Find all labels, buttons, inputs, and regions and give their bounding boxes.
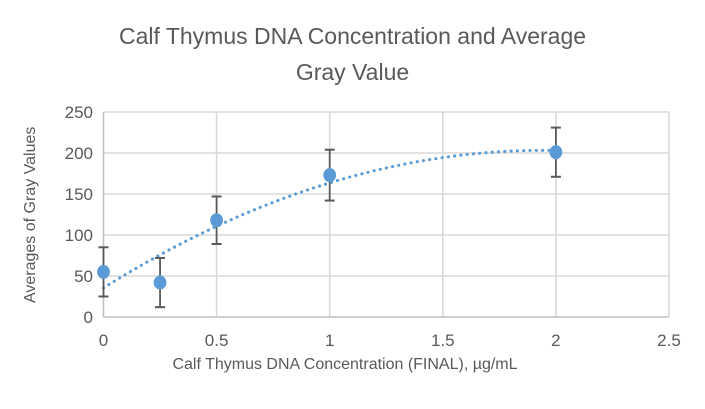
data-point — [323, 168, 337, 183]
data-point — [97, 264, 110, 279]
y-tick-label: 150 — [65, 185, 93, 204]
data-point — [153, 275, 167, 290]
x-tick-label: 0 — [99, 331, 108, 350]
x-tick-label: 1 — [325, 331, 334, 350]
y-tick-label: 0 — [84, 308, 93, 327]
x-tick-label: 2 — [551, 331, 560, 350]
y-tick-label: 200 — [65, 144, 93, 163]
y-tick-label: 250 — [65, 103, 93, 122]
x-tick-label: 1.5 — [431, 331, 455, 350]
trendline — [101, 148, 558, 290]
data-point — [549, 145, 563, 160]
data-point — [210, 213, 224, 228]
x-tick-label: 2.5 — [657, 331, 681, 350]
x-axis-title: Calf Thymus DNA Concentration (FINAL), µ… — [172, 356, 518, 373]
x-tick-label: 0.5 — [205, 331, 229, 350]
chart-title: Calf Thymus DNA Concentration and Averag… — [118, 23, 587, 85]
y-tick-label: 50 — [74, 267, 93, 286]
y-tick-label: 100 — [65, 226, 93, 245]
